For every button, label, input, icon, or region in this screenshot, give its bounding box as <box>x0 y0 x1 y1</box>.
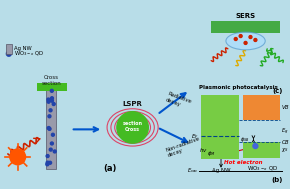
Bar <box>243 95 280 120</box>
Circle shape <box>46 161 49 164</box>
Circle shape <box>234 38 237 40</box>
Circle shape <box>249 36 252 39</box>
Circle shape <box>46 155 49 157</box>
Circle shape <box>47 98 50 101</box>
Bar <box>37 83 67 91</box>
Bar <box>6 44 12 54</box>
Circle shape <box>254 39 257 41</box>
Circle shape <box>48 127 51 130</box>
Text: Plasmonic photocatalysis: Plasmonic photocatalysis <box>199 85 278 90</box>
Bar <box>243 142 280 158</box>
Text: (c): (c) <box>273 88 283 94</box>
Text: Cross
section: Cross section <box>41 75 61 86</box>
Text: $E_{vac}$: $E_{vac}$ <box>187 166 198 175</box>
Text: Ag NW: Ag NW <box>212 168 230 173</box>
Circle shape <box>49 161 52 164</box>
Text: WO$_{3-x}$ QD: WO$_{3-x}$ QD <box>246 164 278 173</box>
Text: $VB$: $VB$ <box>281 103 290 111</box>
Circle shape <box>47 127 50 129</box>
Text: $E_F$: $E_F$ <box>191 132 198 141</box>
Circle shape <box>244 41 247 44</box>
Circle shape <box>50 99 53 102</box>
Text: $\phi_{SB}$: $\phi_{SB}$ <box>240 135 249 144</box>
Text: SERS: SERS <box>235 13 255 19</box>
Text: Hot electron: Hot electron <box>224 160 263 165</box>
Text: $\chi_S$: $\chi_S$ <box>281 146 289 154</box>
Circle shape <box>239 35 242 38</box>
Text: $\phi_M$: $\phi_M$ <box>207 149 215 158</box>
Ellipse shape <box>226 32 265 50</box>
Circle shape <box>52 103 55 105</box>
Circle shape <box>117 112 148 143</box>
Circle shape <box>50 142 53 145</box>
Text: Radiative
decay: Radiative decay <box>165 91 192 110</box>
Circle shape <box>253 144 258 149</box>
Bar <box>46 85 56 169</box>
Circle shape <box>10 149 26 165</box>
Circle shape <box>53 150 56 153</box>
Circle shape <box>48 115 51 118</box>
Circle shape <box>46 163 49 166</box>
Circle shape <box>50 89 53 92</box>
Circle shape <box>51 133 54 136</box>
Circle shape <box>50 97 53 100</box>
Text: $CB$: $CB$ <box>281 138 290 146</box>
Text: Cross: Cross <box>125 127 140 132</box>
Circle shape <box>47 100 50 103</box>
Circle shape <box>49 148 52 151</box>
Text: WO$_{3-x}$ QD: WO$_{3-x}$ QD <box>14 49 44 58</box>
Text: LSPR: LSPR <box>123 101 143 107</box>
Text: Ag NW: Ag NW <box>14 46 32 51</box>
Circle shape <box>6 51 11 56</box>
Text: section: section <box>123 121 143 126</box>
Bar <box>201 95 239 159</box>
Text: (a): (a) <box>103 164 117 173</box>
Text: $E_g$: $E_g$ <box>281 127 289 137</box>
Circle shape <box>49 109 52 112</box>
Bar <box>211 21 280 33</box>
Text: Non-radiative
decay: Non-radiative decay <box>165 136 202 158</box>
Text: $hv$: $hv$ <box>199 146 208 154</box>
Text: (b): (b) <box>271 177 283 183</box>
